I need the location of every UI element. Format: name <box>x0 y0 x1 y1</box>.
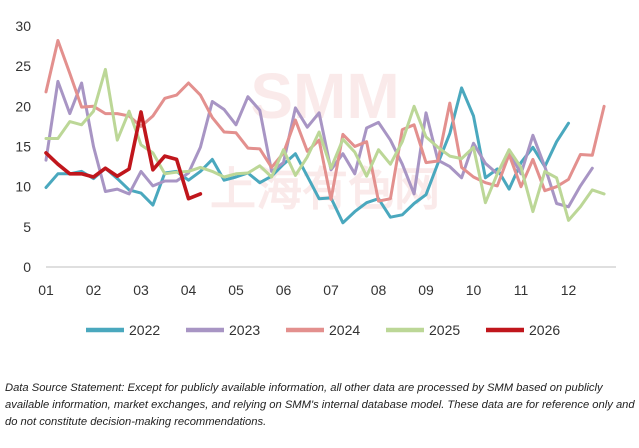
x-tick-label: 01 <box>38 282 54 298</box>
x-tick-label: 10 <box>466 282 482 298</box>
y-tick-label: 0 <box>23 259 31 275</box>
legend-label-2026: 2026 <box>529 322 560 338</box>
x-axis: 01 02 03 04 05 06 07 08 09 10 11 12 <box>38 266 616 298</box>
x-tick-label: 08 <box>371 282 387 298</box>
x-tick-label: 05 <box>228 282 244 298</box>
y-tick-label: 20 <box>15 98 31 114</box>
data-source-statement: Data Source Statement: Except for public… <box>5 382 635 428</box>
legend-label-2025: 2025 <box>429 322 460 338</box>
x-tick-label: 09 <box>418 282 434 298</box>
legend-label-2022: 2022 <box>129 322 160 338</box>
x-tick-label: 11 <box>514 282 529 298</box>
legend: 2022 2023 2024 2025 2026 <box>86 322 560 338</box>
x-tick-label: 02 <box>86 282 102 298</box>
series-lines <box>44 39 606 225</box>
y-tick-label: 10 <box>15 179 31 195</box>
x-tick-label: 12 <box>561 282 577 298</box>
series-line-2025 <box>44 67 606 222</box>
legend-label-2023: 2023 <box>229 322 260 338</box>
y-tick-label: 15 <box>15 139 31 155</box>
x-tick-label: 07 <box>323 282 339 298</box>
y-axis: 0 5 10 15 20 25 30 <box>15 18 31 275</box>
y-tick-label: 5 <box>23 219 31 235</box>
x-tick-label: 03 <box>133 282 149 298</box>
line-chart: SMM 上海有色网 0 5 10 15 20 25 30 01 02 03 04 05 06 07 08 09… <box>15 18 616 338</box>
x-tick-label: 04 <box>181 282 197 298</box>
y-tick-label: 30 <box>15 18 31 34</box>
series-line-2026 <box>44 110 203 201</box>
watermark-logo-text: SMM <box>250 60 399 132</box>
y-tick-label: 25 <box>15 58 31 74</box>
x-tick-label: 06 <box>276 282 292 298</box>
legend-label-2024: 2024 <box>329 322 360 338</box>
